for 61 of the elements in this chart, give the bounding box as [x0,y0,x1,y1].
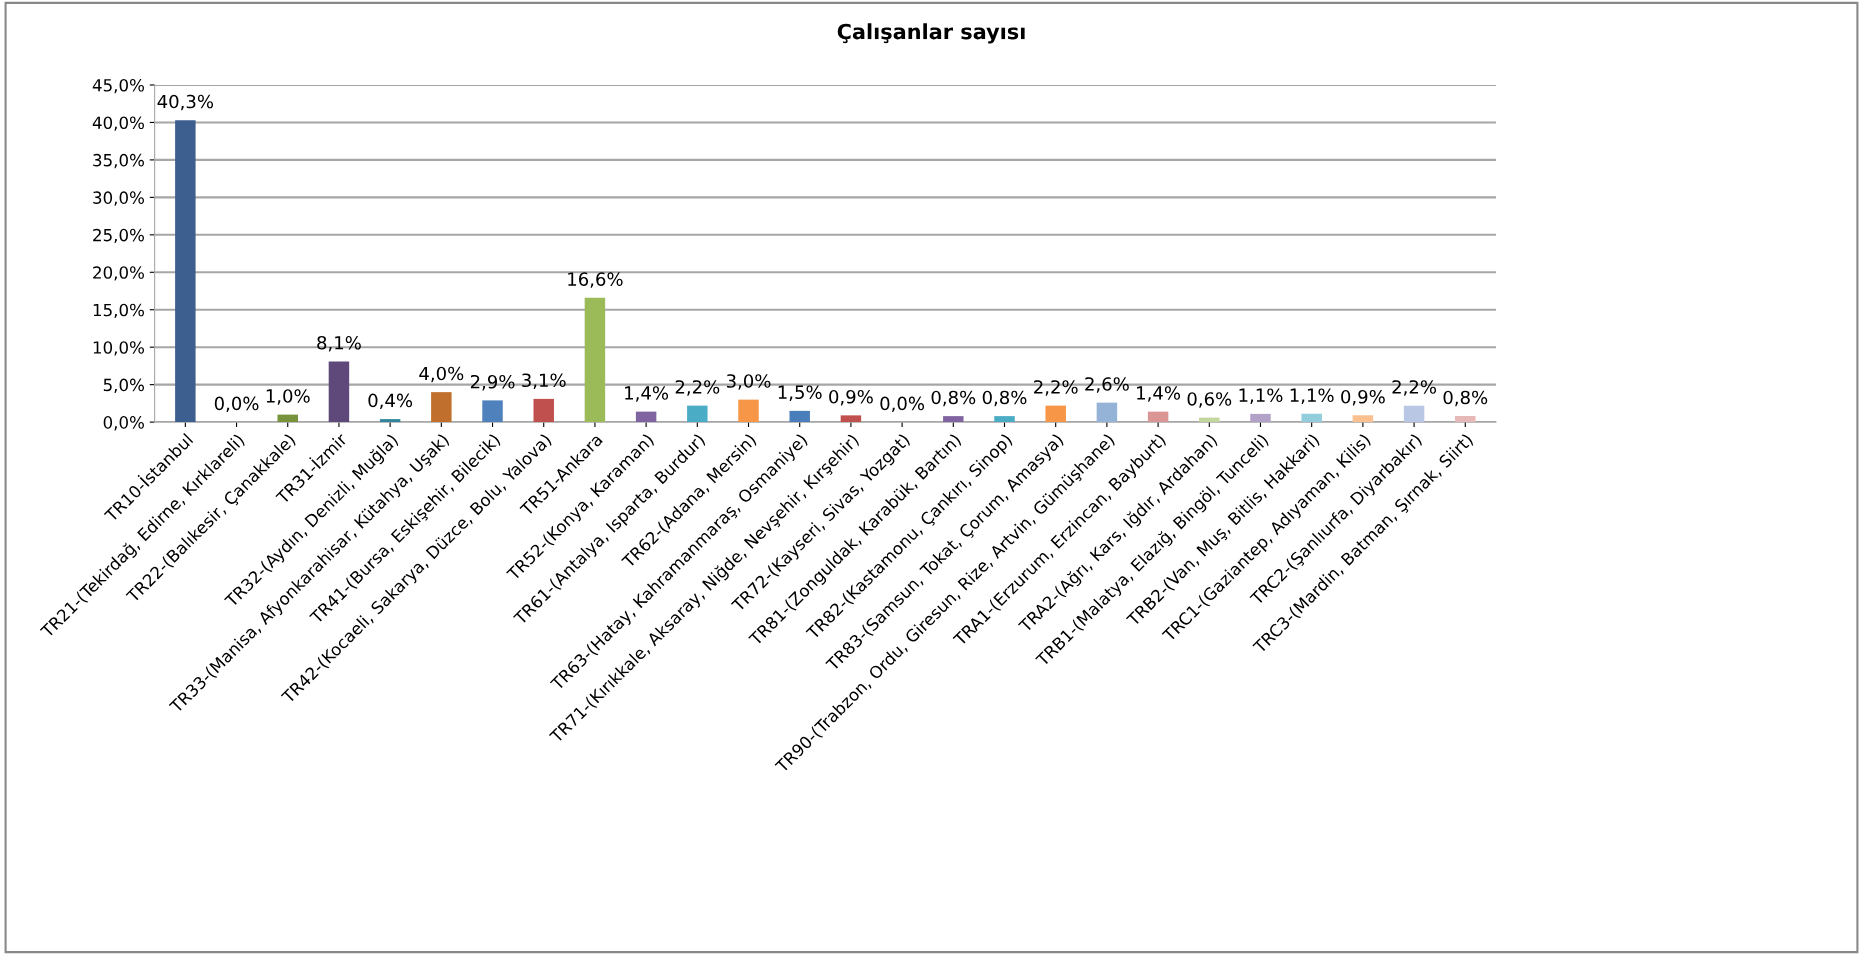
bar [277,414,298,423]
data-label: 0,8% [1443,390,1488,407]
bar [482,400,503,423]
data-label: 16,6% [568,272,623,288]
data-label: 2,2% [1392,380,1437,396]
data-label: 0,6% [1187,392,1232,408]
bar [738,399,759,423]
bar [1250,413,1271,423]
bar [1301,413,1322,423]
bar [1199,417,1220,423]
data-label: 0,4% [368,393,413,410]
bar [1403,405,1425,423]
data-label: 1,1% [1239,388,1283,404]
data-label: 3,1% [522,373,566,389]
data-label: 1,4% [1137,386,1181,402]
data-label: 0,0% [214,396,259,413]
y-tick-label: 15,0% [93,303,144,319]
data-label: 1,4% [625,386,669,402]
y-tick-label: 0,0% [103,416,144,431]
bar [584,297,606,423]
chart-title: Çalışanlar sayısı [837,23,1025,44]
data-label: 0,0% [880,396,925,413]
bar [840,415,862,423]
bar [943,416,964,423]
bar [1455,416,1476,423]
y-tick-label: 35,0% [93,153,144,169]
data-label: 8,1% [317,335,361,352]
bar [1096,402,1118,423]
data-label: 2,2% [1034,380,1078,396]
y-tick-label: 45,0% [92,78,144,94]
bar [328,361,350,423]
bar [1352,415,1374,423]
data-label: 40,3% [157,94,214,111]
y-tick-label: 5,0% [103,378,144,393]
data-label: 0,9% [829,389,873,406]
data-label: 0,9% [1341,389,1385,406]
y-tick-label: 40,0% [92,116,144,131]
bar [687,405,708,423]
y-tick-label: 30,0% [93,191,144,206]
data-label: 2,9% [470,374,515,391]
data-label: 1,0% [266,389,310,405]
data-label: 2,2% [675,380,720,396]
data-label: 2,6% [1085,377,1129,393]
data-label: 0,8% [982,390,1027,407]
bar [635,411,657,423]
bar [379,419,401,423]
data-label: 1,1% [1290,388,1334,404]
bar [533,398,554,423]
y-tick-label: 25,0% [93,228,144,244]
data-label: 3,0% [726,374,771,390]
bar [1045,405,1066,423]
bar [994,416,1015,423]
bar [1147,411,1169,423]
data-label: 0,8% [931,390,976,407]
bar [789,410,810,423]
bar [431,392,452,423]
data-label: 4,0% [419,366,464,383]
bar [175,120,196,423]
y-tick-label: 20,0% [93,266,144,281]
data-label: 1,5% [778,385,822,401]
y-tick-label: 10,0% [93,341,144,356]
